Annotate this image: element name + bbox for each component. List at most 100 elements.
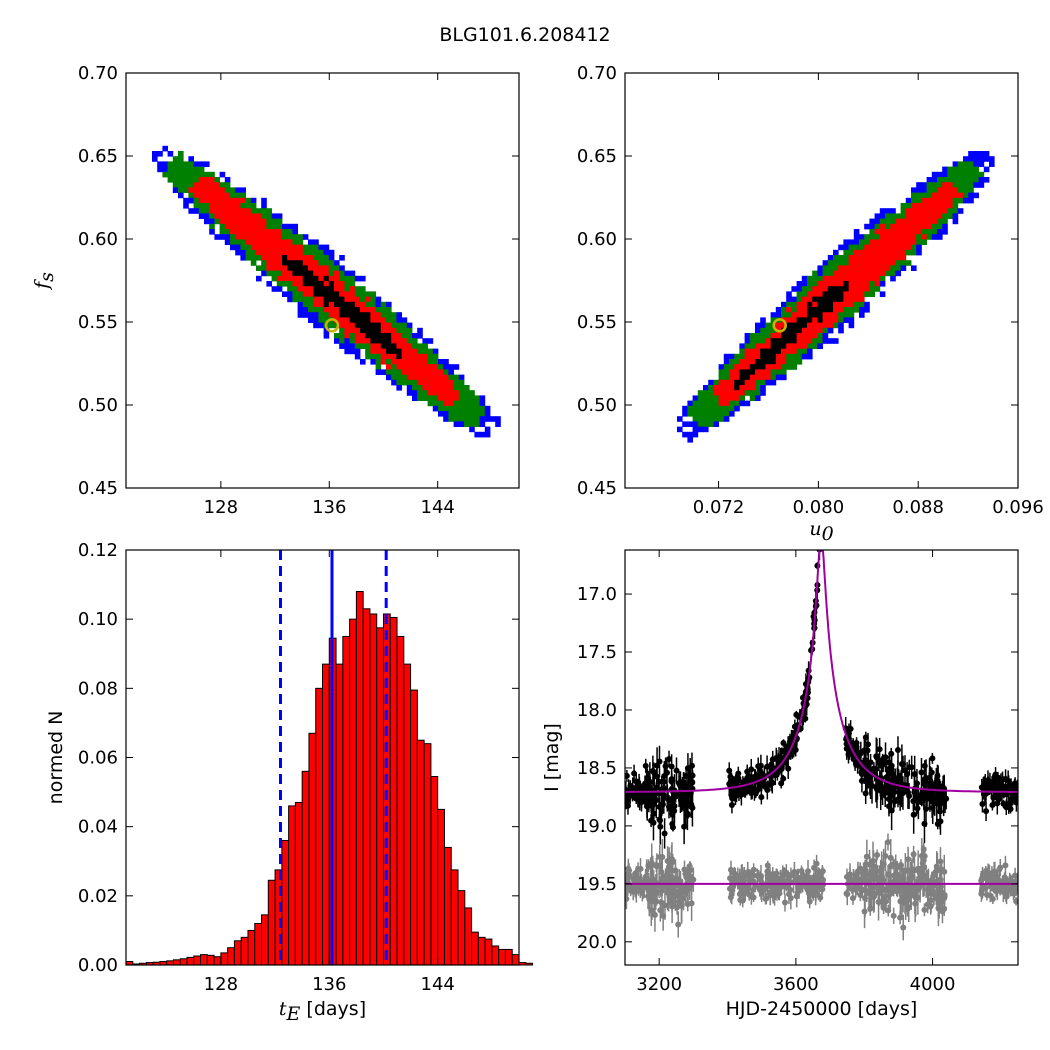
density-cell xyxy=(250,203,257,209)
density-cell xyxy=(360,317,366,323)
density-cell xyxy=(713,400,719,407)
density-cell xyxy=(879,291,886,297)
density-cell xyxy=(879,249,886,256)
density-cell xyxy=(271,239,278,245)
density-cell xyxy=(718,385,725,391)
data-point xyxy=(676,780,683,787)
density-cell xyxy=(942,197,948,204)
data-point xyxy=(910,811,917,818)
density-cell xyxy=(791,322,797,329)
density-cell xyxy=(931,229,938,235)
density-cell xyxy=(219,171,226,178)
density-cell xyxy=(396,317,402,323)
density-cell xyxy=(318,301,324,308)
density-cell xyxy=(911,203,917,209)
data-point xyxy=(656,853,663,860)
density-cell xyxy=(443,411,449,417)
data-point xyxy=(787,895,794,902)
density-cell xyxy=(822,312,829,318)
density-cell xyxy=(942,171,948,178)
density-cell xyxy=(443,369,449,375)
data-point xyxy=(918,769,925,776)
density-cell xyxy=(801,286,808,292)
density-cell xyxy=(432,353,439,360)
density-cell xyxy=(864,265,870,271)
density-cell xyxy=(458,390,465,396)
density-cell xyxy=(297,307,304,313)
density-cell xyxy=(204,182,210,188)
density-cell xyxy=(256,265,262,271)
density-cell xyxy=(479,395,486,401)
density-cell xyxy=(178,166,184,173)
density-cell xyxy=(438,405,444,412)
density-cell xyxy=(796,343,803,349)
density-cell xyxy=(931,187,938,193)
density-cell xyxy=(942,208,948,214)
density-cell xyxy=(723,411,730,417)
histogram-bar xyxy=(220,952,229,966)
density-cell xyxy=(250,218,257,225)
density-cell xyxy=(375,317,382,323)
data-point xyxy=(644,776,651,783)
density-cell xyxy=(729,385,735,391)
density-cell xyxy=(697,405,704,412)
density-cell xyxy=(240,208,246,214)
density-cell xyxy=(417,390,423,396)
density-cell xyxy=(432,374,439,381)
data-point xyxy=(878,865,885,872)
density-cell xyxy=(791,317,797,323)
density-cell xyxy=(739,400,745,407)
density-cell xyxy=(744,400,751,407)
data-point xyxy=(868,887,875,894)
histogram-bar xyxy=(423,743,432,966)
density-cell xyxy=(765,353,771,360)
density-cell xyxy=(391,322,397,329)
density-cell xyxy=(937,234,943,240)
density-cell xyxy=(864,239,870,245)
density-cell xyxy=(916,192,922,199)
density-cell xyxy=(755,369,761,375)
density-cell xyxy=(911,218,917,225)
density-cell xyxy=(328,275,335,282)
density-cell xyxy=(885,208,891,214)
data-point xyxy=(642,873,649,880)
data-point xyxy=(993,885,1000,892)
density-cell xyxy=(360,296,366,303)
density-cell xyxy=(775,307,782,313)
best-fit-marker xyxy=(772,318,787,333)
data-point xyxy=(858,770,865,777)
density-cell xyxy=(271,260,278,266)
density-cell xyxy=(895,265,901,271)
density-cell xyxy=(302,265,309,271)
density-cell xyxy=(905,203,912,209)
density-cell xyxy=(749,353,756,360)
density-cell xyxy=(682,431,688,438)
density-cell xyxy=(796,353,803,360)
density-cell xyxy=(380,343,387,349)
density-cell xyxy=(791,301,797,308)
density-cell xyxy=(412,390,418,396)
density-cell xyxy=(900,234,907,240)
density-cell xyxy=(328,249,335,256)
density-cell xyxy=(323,317,330,323)
density-cell xyxy=(302,312,309,318)
density-cell xyxy=(859,296,865,303)
density-cell xyxy=(822,296,829,303)
data-point xyxy=(795,874,802,881)
data-point xyxy=(892,871,899,878)
density-cell xyxy=(266,281,272,287)
density-cell xyxy=(822,265,829,271)
density-cell xyxy=(188,156,194,162)
density-cell xyxy=(775,374,782,381)
density-cell xyxy=(349,291,356,297)
data-point xyxy=(769,886,776,893)
density-cell xyxy=(250,260,257,266)
density-cell xyxy=(448,395,454,401)
density-cell xyxy=(859,281,865,287)
data-point xyxy=(757,877,764,884)
density-cell xyxy=(859,301,865,308)
density-cell xyxy=(380,322,387,329)
density-cell xyxy=(911,229,917,235)
density-cell xyxy=(240,223,246,230)
density-cell xyxy=(807,333,813,339)
